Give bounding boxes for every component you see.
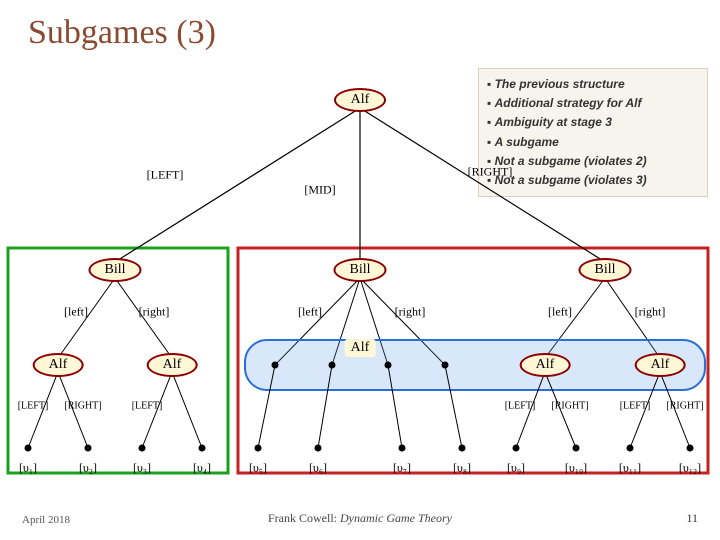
stage1-right-label: [RIGHT] <box>468 165 513 180</box>
footer-date: April 2018 <box>22 514 70 526</box>
alf-mid-label: Alf <box>345 339 376 357</box>
terminal-payoff: [υ₆] <box>309 461 327 476</box>
slide-title: Subgames (3) <box>28 14 216 52</box>
terminal-payoff: [υ₇] <box>393 461 411 476</box>
stage2-label: [right] <box>395 305 426 320</box>
stage3-label: [RIGHT] <box>64 401 101 412</box>
stage1-mid-label: [MID] <box>304 183 335 198</box>
alf-node-b1: Alf <box>33 353 84 377</box>
bill-node-mid: Bill <box>333 258 386 282</box>
stage3-label: [RIGHT] <box>551 401 588 412</box>
terminal-payoff: [υ₁₀] <box>565 461 587 476</box>
terminal-payoff: [υ₉] <box>507 461 525 476</box>
stage3-label: [LEFT] <box>18 401 49 412</box>
stage2-label: [right] <box>139 305 170 320</box>
footer-author: Frank Cowell: <box>268 511 340 525</box>
stage2-label: [left] <box>298 305 322 320</box>
tree-edges <box>0 70 720 500</box>
alf-node-b3: Alf <box>520 353 571 377</box>
terminal-payoff: [υ₁] <box>19 461 37 476</box>
stage3-label: [LEFT] <box>132 401 163 412</box>
terminal-payoff: [υ₂] <box>79 461 97 476</box>
footer-source: Frank Cowell: Dynamic Game Theory <box>268 511 452 526</box>
stage3-label: [LEFT] <box>505 401 536 412</box>
bill-node-left: Bill <box>88 258 141 282</box>
stage2-label: [left] <box>548 305 572 320</box>
footer-title: Dynamic Game Theory <box>340 511 452 525</box>
stage1-left-label: [LEFT] <box>147 168 184 183</box>
terminal-payoff: [υ₅] <box>249 461 267 476</box>
root-node-alf: Alf <box>334 88 386 112</box>
terminal-payoff: [υ₃] <box>133 461 151 476</box>
bill-node-right: Bill <box>578 258 631 282</box>
terminal-payoff: [υ₄] <box>193 461 211 476</box>
stage2-label: [right] <box>635 305 666 320</box>
footer-page-number: 11 <box>686 511 698 526</box>
alf-node-b4: Alf <box>635 353 686 377</box>
terminal-payoff: [υ₈] <box>453 461 471 476</box>
alf-node-b2: Alf <box>147 353 198 377</box>
game-tree-diagram: Alf Bill Bill Bill Alf Alf Alf Alf Alf [… <box>0 70 720 500</box>
stage3-label: [LEFT] <box>620 401 651 412</box>
stage2-label: [left] <box>64 305 88 320</box>
terminal-payoff: [υ₁₁] <box>619 461 641 476</box>
terminal-payoff: [υ₁₂] <box>679 461 701 476</box>
stage3-label: [RIGHT] <box>666 401 703 412</box>
